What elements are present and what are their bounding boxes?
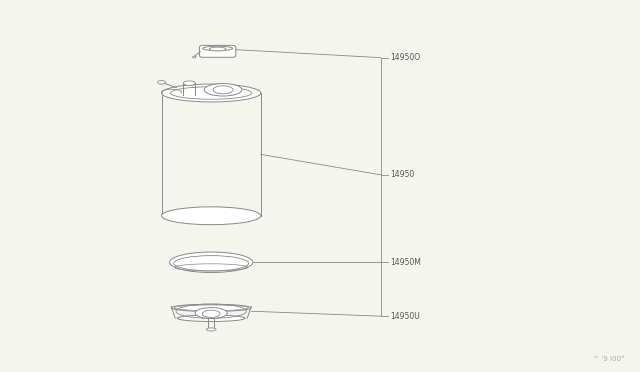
Ellipse shape: [174, 305, 248, 311]
Text: 14950: 14950: [390, 170, 415, 179]
Ellipse shape: [195, 308, 227, 318]
Ellipse shape: [170, 87, 252, 99]
Text: 14950M: 14950M: [390, 258, 421, 267]
Text: 14950U: 14950U: [390, 312, 420, 321]
Ellipse shape: [202, 310, 220, 317]
Ellipse shape: [193, 56, 196, 58]
Ellipse shape: [203, 46, 232, 51]
Ellipse shape: [206, 328, 216, 331]
Ellipse shape: [177, 315, 245, 321]
Ellipse shape: [184, 81, 195, 86]
Ellipse shape: [174, 256, 249, 271]
FancyBboxPatch shape: [200, 45, 236, 57]
Ellipse shape: [172, 304, 252, 311]
Ellipse shape: [162, 84, 261, 102]
Ellipse shape: [209, 47, 226, 51]
Ellipse shape: [204, 84, 242, 96]
Text: ^ ’9 l00ᴽ: ^ ’9 l00ᴽ: [593, 356, 624, 362]
Text: 14950O: 14950O: [390, 53, 420, 62]
Ellipse shape: [157, 80, 166, 84]
Ellipse shape: [170, 252, 253, 272]
Ellipse shape: [162, 207, 261, 225]
Ellipse shape: [213, 86, 233, 94]
